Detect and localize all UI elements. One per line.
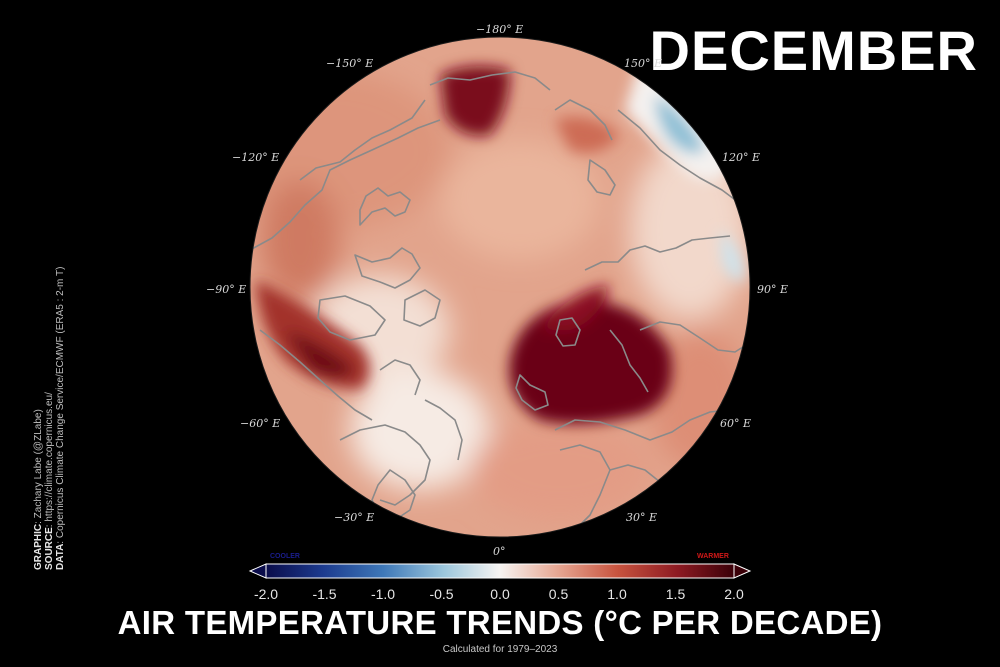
colorbar-cooler-label: COOLER — [270, 553, 300, 560]
lon-label-minus90: −90° E — [206, 283, 247, 296]
lon-label-150: 150° E — [624, 57, 663, 70]
lon-label-30: 30° E — [626, 511, 658, 524]
colorbar-tick-label: 0.0 — [490, 586, 510, 602]
colorbar-min-extend — [248, 563, 267, 579]
map-boundary — [249, 36, 751, 538]
lon-label-minus150: −150° E — [326, 57, 374, 70]
lon-label-180: −180° E — [476, 23, 524, 36]
strong-warming-region-pacific — [440, 66, 510, 136]
strong-warming-region — [509, 300, 672, 424]
colorbar-tick-label: 1.5 — [665, 586, 686, 602]
colorbar-tick-label: -2.0 — [253, 586, 279, 602]
credit-source: SOURCE: https://climate.copernicus.eu/ — [44, 392, 55, 570]
lon-label-90: 90° E — [757, 283, 789, 296]
colorbar-tick-label: -1.0 — [370, 586, 396, 602]
credit-graphic: GRAPHIC: Zachary Labe (@ZLabe) — [33, 409, 44, 570]
month-title: DECEMBER — [649, 19, 978, 82]
lon-label-60: 60° E — [720, 417, 752, 430]
lon-label-minus120: −120° E — [232, 151, 280, 164]
coastlines — [250, 71, 747, 531]
lon-label-120: 120° E — [722, 151, 761, 164]
figure-title: AIR TEMPERATURE TRENDS (°C PER DECADE) — [117, 604, 883, 641]
colorbar-tick-label: 0.5 — [548, 586, 569, 602]
credit-data: DATA: Copernicus Climate Change Service/… — [55, 266, 66, 570]
lon-label-minus30: −30° E — [334, 511, 375, 524]
figure-subtitle: Calculated for 1979–2023 — [442, 644, 558, 655]
lon-label-minus60: −60° E — [240, 417, 281, 430]
colorbar-max-extend — [733, 563, 752, 579]
cooling-region — [655, 95, 705, 154]
colorbar-tick-label: 2.0 — [724, 586, 744, 602]
colorbar-tick-label: -0.5 — [429, 586, 454, 602]
colorbar — [265, 563, 735, 579]
credits: GRAPHIC: Zachary Labe (@ZLabe) SOURCE: h… — [33, 267, 66, 570]
colorbar-tick-label: 1.0 — [607, 586, 627, 602]
colorbar-tick-label: -1.5 — [312, 586, 337, 602]
colorbar-warmer-label: WARMER — [697, 553, 729, 560]
lon-label-0: 0° — [493, 545, 506, 558]
